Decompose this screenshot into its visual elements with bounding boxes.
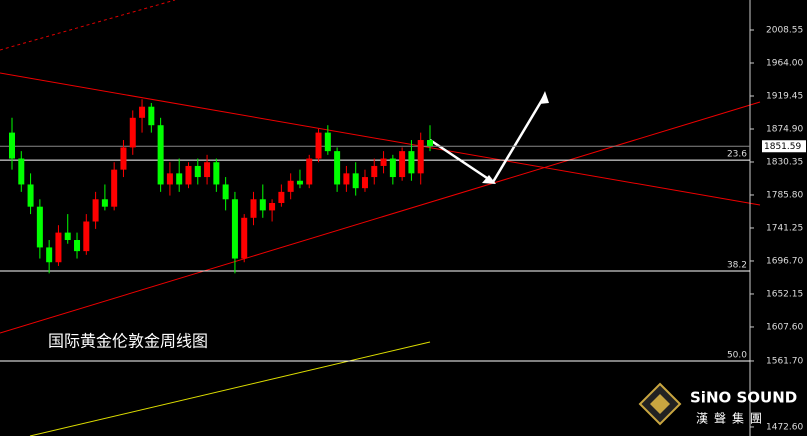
- y-tick-label: 1874.90: [766, 124, 803, 134]
- candle-body: [259, 199, 266, 211]
- candle-body: [27, 184, 34, 207]
- candle-body: [417, 140, 424, 174]
- brand: SiNO SOUND: [690, 389, 797, 407]
- trend-line: [0, 72, 761, 206]
- candle-body: [371, 165, 378, 178]
- candle-body: [148, 106, 155, 126]
- candle-body: [306, 158, 313, 185]
- candle-body: [408, 151, 415, 174]
- candle-body: [399, 151, 406, 178]
- last-price-label: 1851.59: [764, 142, 801, 152]
- brand-sub: 漢聲集團: [696, 411, 768, 426]
- y-tick-label: 1919.45: [766, 91, 803, 101]
- level-label: 38.2: [727, 260, 747, 270]
- candle-body: [120, 147, 127, 170]
- y-tick-label: 1472.60: [766, 422, 803, 432]
- candle-body: [74, 240, 81, 252]
- candle-body: [139, 106, 146, 118]
- candle-body: [36, 206, 43, 248]
- candle-body: [315, 132, 322, 159]
- y-tick-label: 2008.55: [766, 25, 803, 35]
- candle-body: [111, 169, 118, 207]
- level-label: 50.0: [727, 350, 747, 360]
- candle-body: [157, 125, 164, 185]
- candle-body: [18, 158, 25, 185]
- candle-body: [296, 180, 303, 185]
- trend-line: [29, 341, 431, 436]
- y-tick-label: 1561.70: [766, 356, 803, 366]
- forecast-arrow: [429, 94, 547, 184]
- arrow-head: [539, 91, 549, 104]
- y-tick-label: 1696.70: [766, 256, 803, 266]
- trend-line: [0, 101, 761, 334]
- candle-body: [269, 202, 276, 211]
- level-label: 23.6: [727, 150, 747, 160]
- candle-body: [389, 158, 396, 178]
- candle-body: [92, 199, 99, 222]
- candle-body: [185, 165, 192, 185]
- candle-body: [101, 199, 108, 207]
- candle-body: [250, 199, 257, 218]
- y-tick-label: 1741.25: [766, 223, 803, 233]
- y-tick-label: 1607.60: [766, 322, 803, 332]
- logo-icon: [650, 394, 670, 414]
- candle-body: [287, 180, 294, 192]
- candle-body: [361, 177, 368, 189]
- chart-title: 国际黄金伦敦金周线图: [48, 332, 208, 351]
- y-tick-label: 1964.00: [766, 58, 803, 68]
- candle-body: [380, 158, 387, 166]
- candle-body: [278, 191, 285, 203]
- candle-body: [64, 232, 71, 241]
- y-tick-label: 1830.35: [766, 157, 803, 167]
- candle-body: [166, 173, 173, 185]
- last-price-box: [762, 140, 806, 153]
- candle-body: [9, 132, 15, 159]
- candle-body: [334, 151, 341, 185]
- candle-body: [194, 165, 201, 178]
- candle-body: [46, 247, 53, 263]
- candle-body: [324, 132, 331, 152]
- candle-body: [83, 221, 90, 252]
- y-tick-label: 1785.80: [766, 190, 803, 200]
- y-tick-label: 1652.15: [766, 289, 803, 299]
- candle-body: [231, 199, 238, 259]
- arrow-head: [482, 175, 496, 184]
- logo: SiNO SOUND 漢聲集團: [638, 382, 797, 426]
- trend-line: [0, 0, 176, 51]
- candle-body: [176, 173, 183, 185]
- candle-body: [222, 184, 229, 200]
- candle-body: [427, 140, 433, 146]
- candle-body: [55, 232, 62, 263]
- candle-body: [204, 162, 211, 178]
- candle-body: [343, 173, 350, 185]
- candle-body: [241, 217, 248, 259]
- candle-body: [352, 173, 359, 189]
- candle-body: [213, 162, 220, 185]
- candle-body: [129, 117, 136, 148]
